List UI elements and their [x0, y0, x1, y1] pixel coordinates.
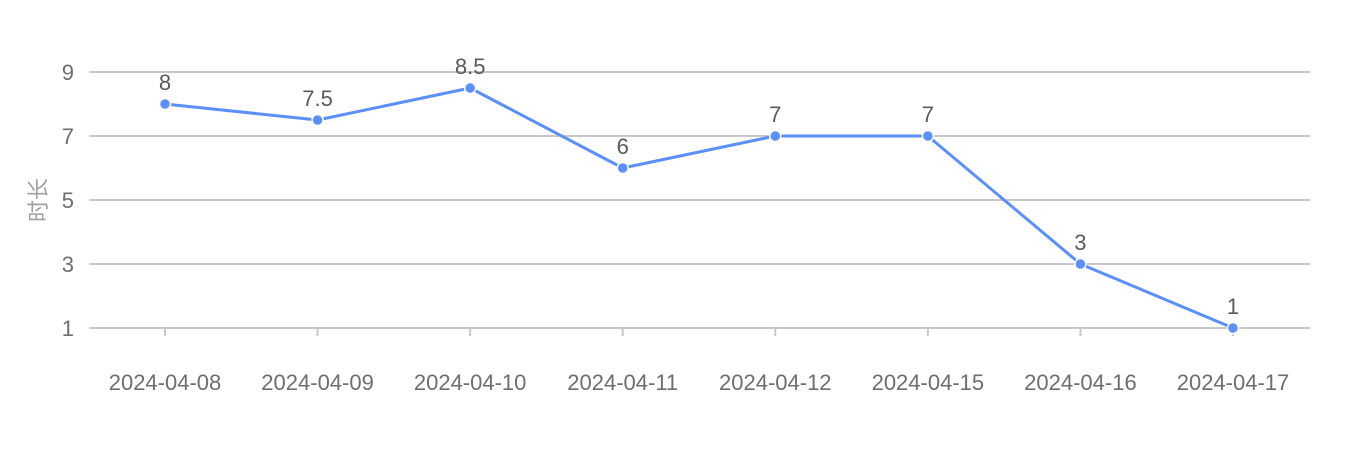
x-tick-label-2024-04-12: 2024-04-12	[719, 370, 832, 395]
data-point-2024-04-16[interactable]	[1074, 257, 1087, 271]
x-tick-label-2024-04-10: 2024-04-10	[414, 370, 527, 395]
data-point-2024-04-09[interactable]	[311, 113, 324, 127]
y-tick-label-3: 3	[62, 252, 74, 277]
x-tick-label-2024-04-17: 2024-04-17	[1177, 370, 1290, 395]
x-axis-tick-labels: 2024-04-08 2024-04-09 2024-04-10 2024-04-11…	[109, 370, 1290, 395]
data-label-2024-04-10: 8.5	[455, 54, 486, 79]
data-point-2024-04-17[interactable]	[1226, 321, 1240, 335]
y-tick-label-5: 5	[62, 188, 74, 213]
x-tick-label-2024-04-09: 2024-04-09	[261, 370, 374, 395]
x-axis-ticks	[164, 328, 1234, 336]
data-label-2024-04-15: 7	[922, 102, 934, 127]
y-axis-tick-labels: 1 3 5 7 9	[62, 60, 74, 341]
data-point-2024-04-12[interactable]	[769, 129, 782, 143]
data-labels: 8 7.5 8.5 6 7 7 3 1	[159, 54, 1239, 319]
y-tick-label-1: 1	[62, 316, 74, 341]
y-axis-title: 时长	[27, 178, 52, 222]
data-point-2024-04-15[interactable]	[921, 129, 935, 143]
x-tick-label-2024-04-16: 2024-04-16	[1024, 370, 1137, 395]
data-point-2024-04-10[interactable]	[463, 81, 477, 95]
grid-layer	[89, 71, 1310, 329]
y-tick-label-7: 7	[62, 124, 74, 149]
data-label-2024-04-17: 1	[1227, 294, 1239, 319]
x-tick-label-2024-04-11: 2024-04-11	[567, 370, 678, 395]
series-line	[164, 86, 1234, 330]
data-label-2024-04-08: 8	[159, 70, 171, 95]
data-label-2024-04-09: 7.5	[302, 86, 333, 111]
x-tick-label-2024-04-15: 2024-04-15	[872, 370, 985, 395]
y-tick-label-9: 9	[62, 60, 74, 85]
data-label-2024-04-12: 7	[769, 102, 781, 127]
data-point-2024-04-11[interactable]	[616, 161, 629, 175]
series-layer	[158, 81, 1240, 335]
data-point-2024-04-08[interactable]	[158, 97, 172, 111]
x-tick-label-2024-04-08: 2024-04-08	[109, 370, 222, 395]
data-label-2024-04-11: 6	[617, 134, 629, 159]
data-label-2024-04-16: 3	[1074, 230, 1086, 255]
